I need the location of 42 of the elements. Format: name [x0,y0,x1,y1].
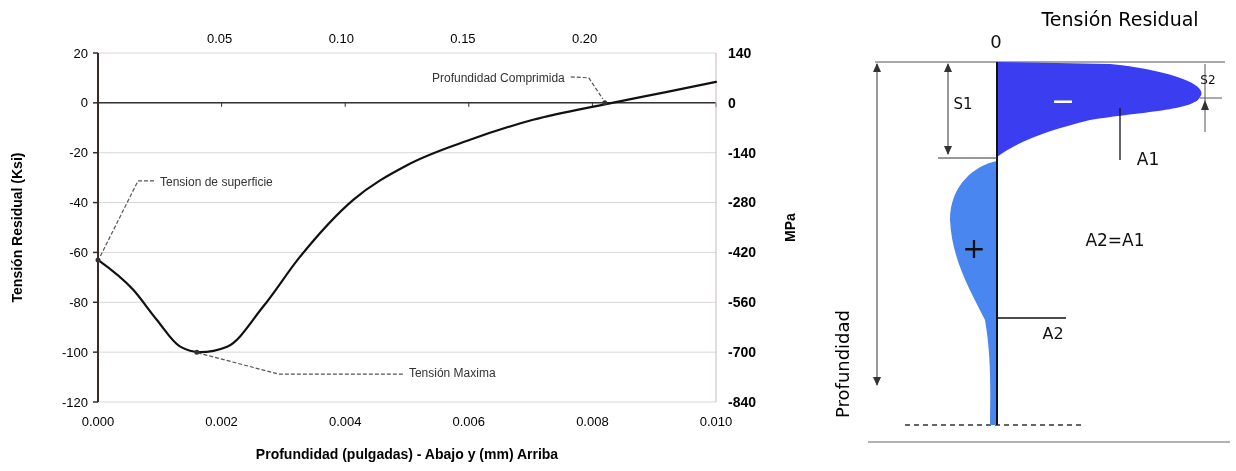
annotation: Tension de superficie [160,175,274,190]
y2-tick-label: -140 [728,144,757,161]
x-tick-label: 0.008 [576,414,609,429]
y-tick-label: 20 [73,45,88,61]
y2-tick-label: -280 [728,194,757,211]
x-tick-label: 0.006 [452,414,486,429]
x2-tick-label: 0.10 [328,31,354,46]
text: Profundidad [832,309,853,419]
text: 0 [990,31,1002,53]
y-tick-label: -100 [61,344,88,360]
text: — [1053,88,1073,112]
text: A2=A1 [1085,229,1145,250]
x-tick-label: 0.000 [81,414,115,429]
y2-axis-title: MPa [782,212,798,242]
y-tick-label: -80 [69,294,88,310]
y2-tick-label: -420 [728,244,757,261]
y2-tick-label: 0 [728,94,736,111]
y2-tick-label: -560 [728,294,757,311]
y2-tick-label: -840 [728,393,757,410]
y-tick-label: -60 [69,244,88,260]
y-tick-label: -120 [61,394,88,410]
y-tick-label: -40 [69,195,88,211]
y-tick-label: -20 [69,145,88,161]
y-tick-label: 0 [80,95,88,111]
text: A2 [1042,323,1064,343]
x-axis-title: Profundidad (pulgadas) - Abajo y (mm) Arriba [255,446,559,462]
x2-tick-label: 0.20 [571,31,598,46]
y2-tick-label: -700 [728,344,757,361]
text: Tensión Residual [1040,8,1199,30]
x-tick-label: 0.004 [328,414,362,429]
y-axis-title: Tensión Residual (Ksi) [9,152,25,303]
annotation: Profundidad Comprimida [432,71,566,86]
x2-tick-label: 0.05 [207,31,233,46]
y2-tick-label: 140 [728,44,752,61]
x2-tick-label: 0.15 [450,31,476,46]
text: S1 [953,95,973,114]
text: + [962,231,986,265]
x-tick-label: 0.002 [205,414,238,429]
x-tick-label: 0.010 [699,414,733,429]
text: A1 [1136,148,1160,169]
annotation: Tensión Maxima [408,366,496,381]
text: S2 [1200,73,1216,88]
